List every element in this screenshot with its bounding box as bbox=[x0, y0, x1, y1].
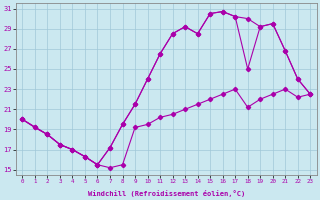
X-axis label: Windchill (Refroidissement éolien,°C): Windchill (Refroidissement éolien,°C) bbox=[88, 190, 245, 197]
